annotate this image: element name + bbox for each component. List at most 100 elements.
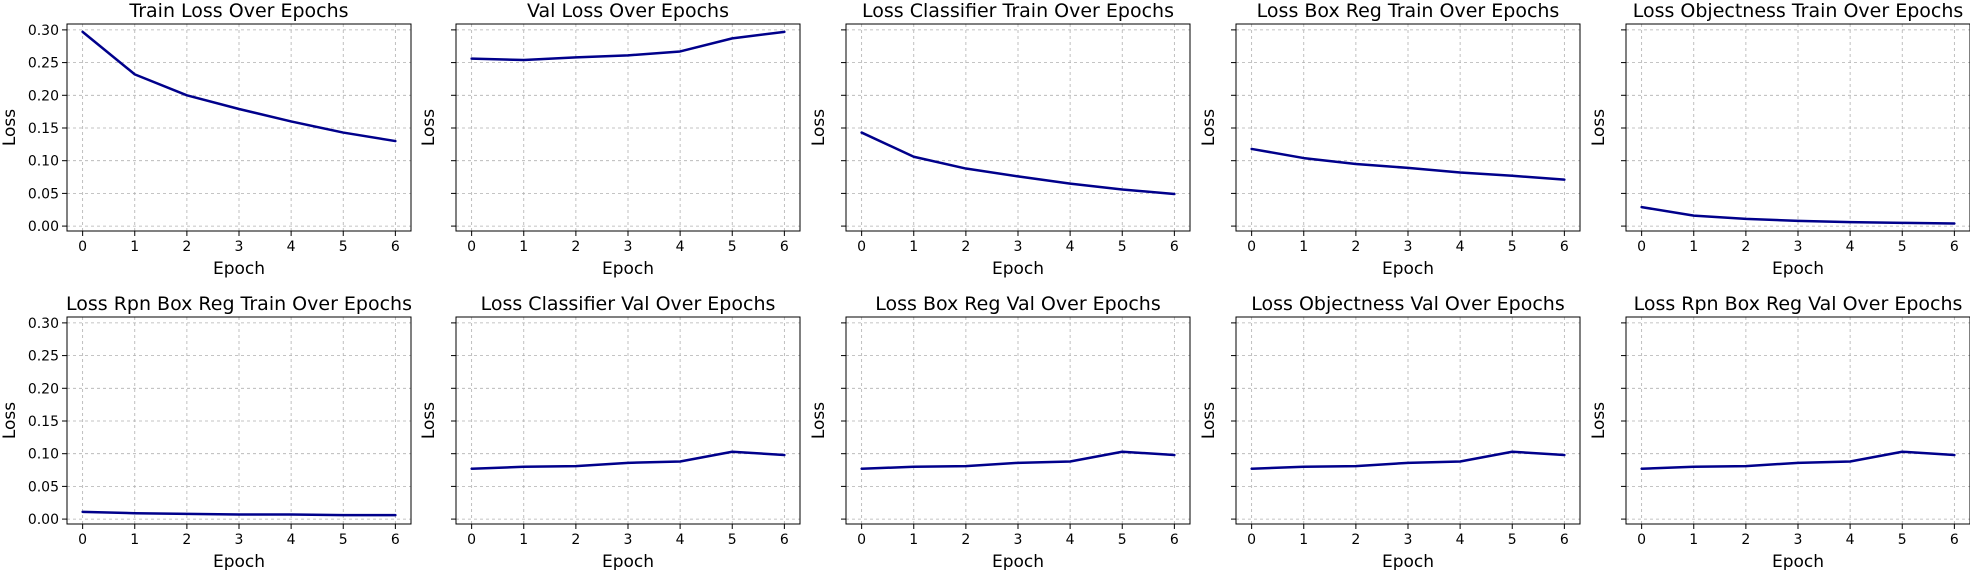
chart-title: Loss Objectness Val Over Epochs [1251, 293, 1564, 315]
x-tick-label: 6 [1950, 239, 1959, 255]
y-axis-label: Loss [1199, 402, 1219, 439]
chart-panel: 0 1 2 3 4 5 6 0.00 0.05 0.10 0.15 0.20 0.25 0.30 Loss … [0, 293, 412, 570]
loss-series-line [860, 131, 1176, 196]
y-tick-label: 0.30 [28, 316, 59, 332]
chart-panel: 0 1 2 3 4 5 6 Val Loss Over Epochs Epoch Loss [419, 0, 801, 279]
chart-panel: 0 1 2 3 4 5 6 Loss Box Reg Val Over Epochs Epoch… [809, 293, 1191, 570]
x-tick-label: 3 [1794, 239, 1803, 255]
y-tick-label: 0.05 [28, 479, 59, 495]
x-tick-label: 1 [130, 239, 139, 255]
x-tick-label: 4 [287, 532, 296, 548]
y-tick-label: 0.10 [28, 154, 59, 170]
x-tick-label: 1 [519, 532, 528, 548]
x-tick-label: 6 [391, 239, 400, 255]
x-tick-label: 5 [728, 239, 737, 255]
x-tick-label: 3 [624, 532, 633, 548]
x-tick-label: 3 [235, 239, 244, 255]
x-tick-label: 2 [1351, 532, 1360, 548]
x-tick-label: 1 [1299, 239, 1308, 255]
y-axis-label: Loss [419, 109, 439, 146]
chart-title: Loss Rpn Box Reg Val Over Epochs [1634, 293, 1963, 315]
x-tick-label: 0 [1247, 239, 1256, 255]
x-tick-label: 4 [1846, 532, 1855, 548]
chart-panel: 0 1 2 3 4 5 6 Loss Objectness Val Over Epochs Ep… [1199, 293, 1581, 570]
y-axis-label: Loss [809, 402, 829, 439]
x-tick-label: 0 [1637, 239, 1646, 255]
x-tick-label: 5 [1898, 239, 1907, 255]
y-tick-label: 0.15 [28, 414, 59, 430]
x-axis-label: Epoch [1382, 552, 1434, 570]
x-tick-label: 5 [1508, 532, 1517, 548]
loss-series-line [860, 450, 1176, 470]
y-tick-label: 0.20 [28, 381, 59, 397]
x-tick-label: 4 [287, 239, 296, 255]
x-tick-label: 6 [780, 239, 789, 255]
x-tick-label: 6 [780, 532, 789, 548]
x-tick-label: 3 [1014, 239, 1023, 255]
y-tick-label: 0.30 [28, 23, 59, 39]
chart-panel: 0 1 2 3 4 5 6 Loss Rpn Box Reg Val Over Epochs E… [1589, 293, 1970, 570]
y-tick-label: 0.20 [28, 88, 59, 104]
chart-panel: 0 1 2 3 4 5 6 Loss Box Reg Train Over Epochs Epo… [1199, 0, 1581, 279]
x-axis-label: Epoch [1382, 259, 1434, 279]
y-tick-label: 0.00 [28, 219, 59, 235]
x-tick-label: 5 [1508, 239, 1517, 255]
x-tick-label: 3 [1014, 532, 1023, 548]
x-tick-label: 4 [1456, 532, 1465, 548]
x-tick-label: 3 [235, 532, 244, 548]
x-tick-label: 2 [182, 532, 191, 548]
x-tick-label: 2 [571, 532, 580, 548]
chart-title: Loss Box Reg Val Over Epochs [875, 293, 1161, 315]
x-tick-label: 6 [1560, 239, 1569, 255]
x-tick-label: 0 [78, 239, 87, 255]
x-tick-label: 4 [676, 239, 685, 255]
x-tick-label: 6 [1170, 239, 1179, 255]
y-tick-label: 0.25 [28, 349, 59, 365]
loss-series-line [470, 450, 786, 470]
x-axis-label: Epoch [1772, 552, 1824, 570]
chart-title: Val Loss Over Epochs [527, 0, 729, 22]
x-tick-label: 0 [1637, 532, 1646, 548]
x-tick-label: 0 [467, 532, 476, 548]
x-tick-label: 4 [1066, 532, 1075, 548]
chart-panel: 0 1 2 3 4 5 6 Loss Objectness Train Over Epochs… [1589, 0, 1970, 279]
loss-series-line [81, 510, 397, 517]
x-tick-label: 3 [1404, 239, 1413, 255]
x-tick-label: 2 [961, 532, 970, 548]
x-tick-label: 3 [1794, 532, 1803, 548]
loss-series-line [1250, 450, 1566, 470]
x-tick-label: 5 [1898, 532, 1907, 548]
x-tick-label: 5 [1118, 239, 1127, 255]
y-axis-label: Loss [0, 109, 20, 146]
y-tick-label: 0.05 [28, 186, 59, 202]
x-tick-label: 1 [1299, 532, 1308, 548]
chart-title: Loss Objectness Train Over Epochs [1633, 0, 1964, 22]
chart-title: Loss Classifier Train Over Epochs [862, 0, 1174, 22]
x-axis-label: Epoch [992, 552, 1044, 570]
x-tick-label: 2 [1741, 532, 1750, 548]
chart-panel: 0 1 2 3 4 5 6 Loss Classifier Val Over Epochs Ep… [419, 293, 801, 570]
x-tick-label: 4 [1846, 239, 1855, 255]
y-axis-label: Loss [1589, 109, 1609, 146]
x-tick-label: 4 [1066, 239, 1075, 255]
x-tick-label: 1 [519, 239, 528, 255]
x-tick-label: 0 [467, 239, 476, 255]
loss-series-line [470, 30, 786, 62]
y-axis-label: Loss [0, 402, 20, 439]
x-tick-label: 2 [1741, 239, 1750, 255]
x-tick-label: 5 [339, 532, 348, 548]
loss-series-line [81, 30, 397, 143]
x-tick-label: 4 [676, 532, 685, 548]
x-tick-label: 1 [130, 532, 139, 548]
x-tick-label: 1 [1689, 239, 1698, 255]
loss-series-line [1250, 147, 1566, 181]
x-tick-label: 3 [1404, 532, 1413, 548]
chart-panel: 0 1 2 3 4 5 6 0.00 0.05 0.10 0.15 0.20 0.25 0.30 Train… [0, 0, 412, 279]
x-tick-label: 6 [391, 532, 400, 548]
x-axis-label: Epoch [213, 552, 265, 570]
loss-series-line [1640, 450, 1956, 470]
x-tick-label: 4 [1456, 239, 1465, 255]
x-tick-label: 2 [1351, 239, 1360, 255]
x-tick-label: 2 [182, 239, 191, 255]
x-tick-label: 6 [1170, 532, 1179, 548]
